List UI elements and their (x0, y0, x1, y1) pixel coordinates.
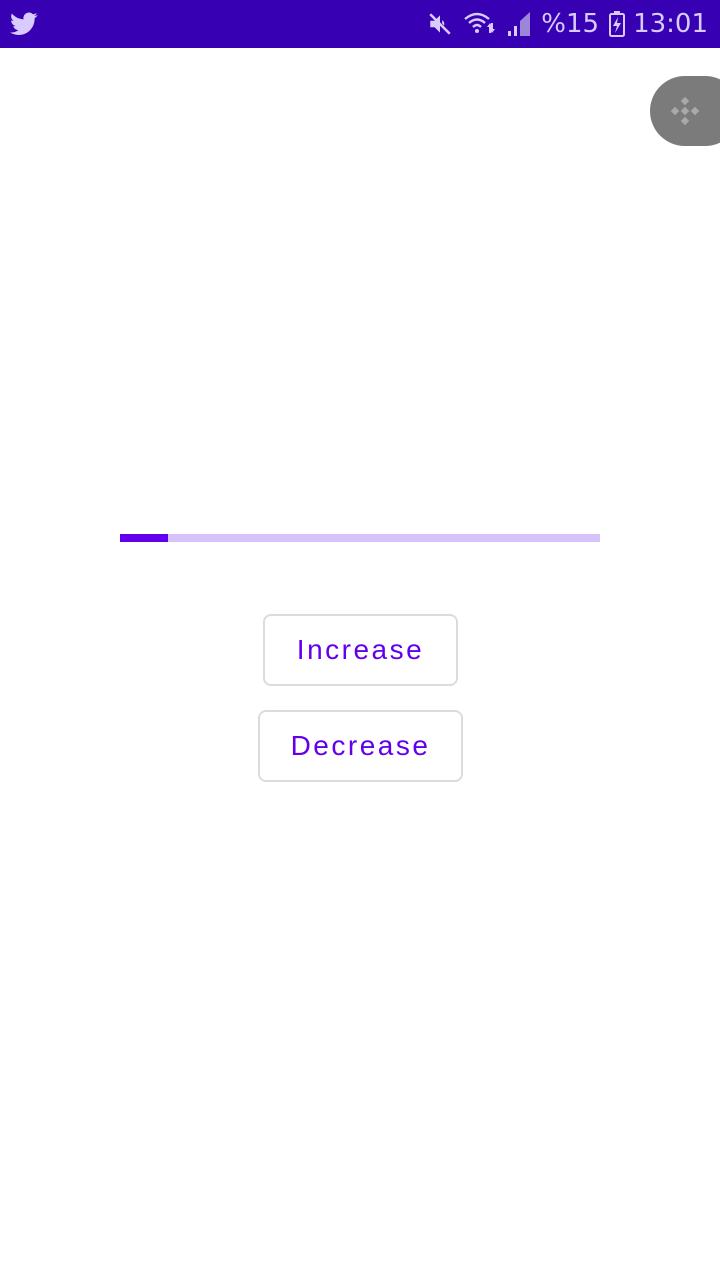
floating-bubble[interactable] (650, 76, 720, 146)
progress-bar-fill (120, 534, 168, 542)
twitter-icon (10, 12, 38, 35)
mute-icon (429, 13, 451, 35)
increase-button[interactable]: Increase (263, 614, 458, 686)
status-bar: %15 13:01 (0, 0, 720, 48)
progress-bar (120, 534, 600, 542)
status-time: 13:01 (633, 9, 708, 39)
signal-icon (508, 12, 531, 36)
binance-icon (671, 97, 699, 125)
wifi-icon (464, 12, 496, 33)
battery-icon (609, 11, 626, 37)
battery-text: %15 (541, 9, 600, 39)
decrease-button[interactable]: Decrease (258, 710, 463, 782)
